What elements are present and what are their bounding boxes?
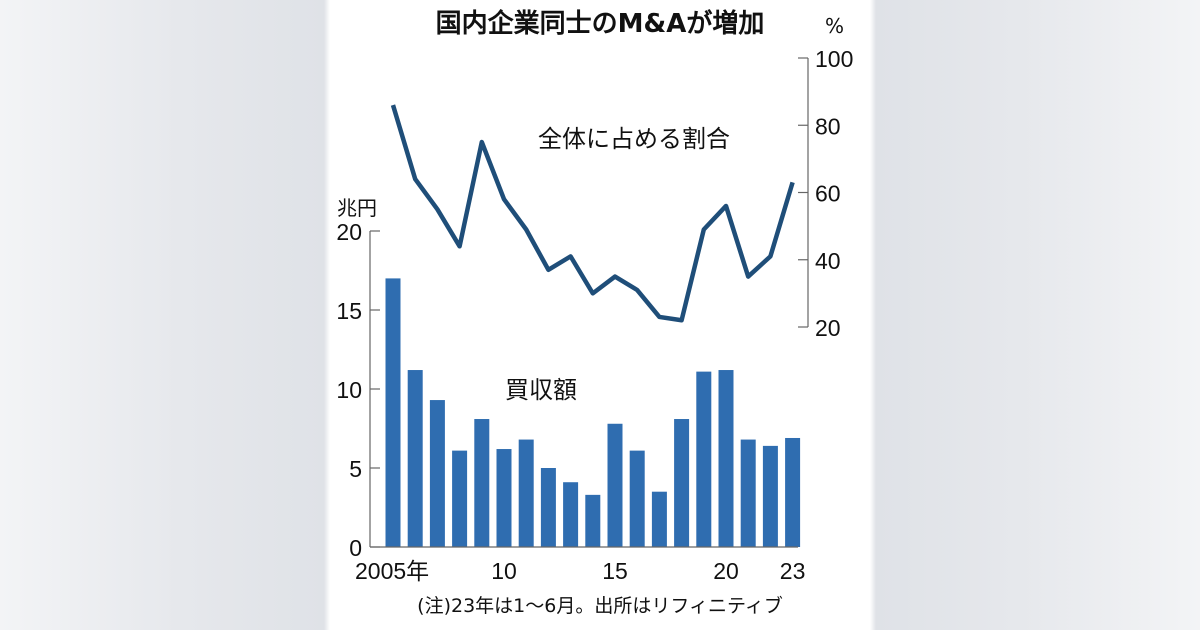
right-tick-label: 20 [815, 315, 841, 341]
share-line [390, 104, 795, 323]
x-tick-label: 20 [713, 558, 739, 584]
bar-2012 [540, 468, 556, 547]
bar-2017 [651, 491, 667, 547]
chart-title: 国内企業同士のM&Aが増加 [436, 8, 765, 39]
bar-2011 [518, 439, 534, 547]
x-tick-label: 23 [780, 558, 806, 584]
right-axis-unit: % [825, 14, 844, 38]
x-tick-label: 2005年 [355, 558, 429, 584]
bar-2005 [385, 278, 401, 547]
bar-2022 [762, 445, 778, 547]
left-tick-label: 10 [336, 377, 362, 403]
bar-2013 [563, 482, 579, 547]
right-tick-label: 40 [815, 248, 841, 274]
bar-2008 [452, 450, 468, 547]
left-tick-label: 0 [349, 535, 362, 561]
x-tick-label: 15 [602, 558, 628, 584]
right-tick-label: 80 [815, 113, 841, 139]
bar-2015 [607, 423, 623, 547]
bar-2020 [718, 370, 734, 547]
chart-note: (注)23年は1～6月。出所はリフィニティブ [417, 594, 783, 617]
bar-2023 [785, 437, 801, 547]
bar-2016 [629, 450, 645, 547]
bar-2019 [696, 371, 712, 547]
bar-2007 [429, 400, 445, 547]
bar-2021 [740, 439, 756, 547]
bar-2018 [674, 419, 690, 547]
left-tick-label: 20 [336, 219, 362, 245]
left-axis-unit: 兆円 [337, 196, 377, 220]
left-tick-label: 5 [349, 456, 362, 482]
bar-2006 [407, 370, 423, 547]
line-series-label: 全体に占める割合 [538, 125, 730, 153]
right-tick-label: 100 [815, 46, 853, 72]
bar-2010 [496, 449, 512, 547]
right-tick-label: 60 [815, 181, 841, 207]
bar-series-label: 買収額 [505, 376, 577, 404]
x-tick-label: 10 [491, 558, 517, 584]
bar-2014 [585, 494, 601, 547]
bar-2009 [474, 419, 490, 547]
left-tick-label: 15 [336, 298, 362, 324]
